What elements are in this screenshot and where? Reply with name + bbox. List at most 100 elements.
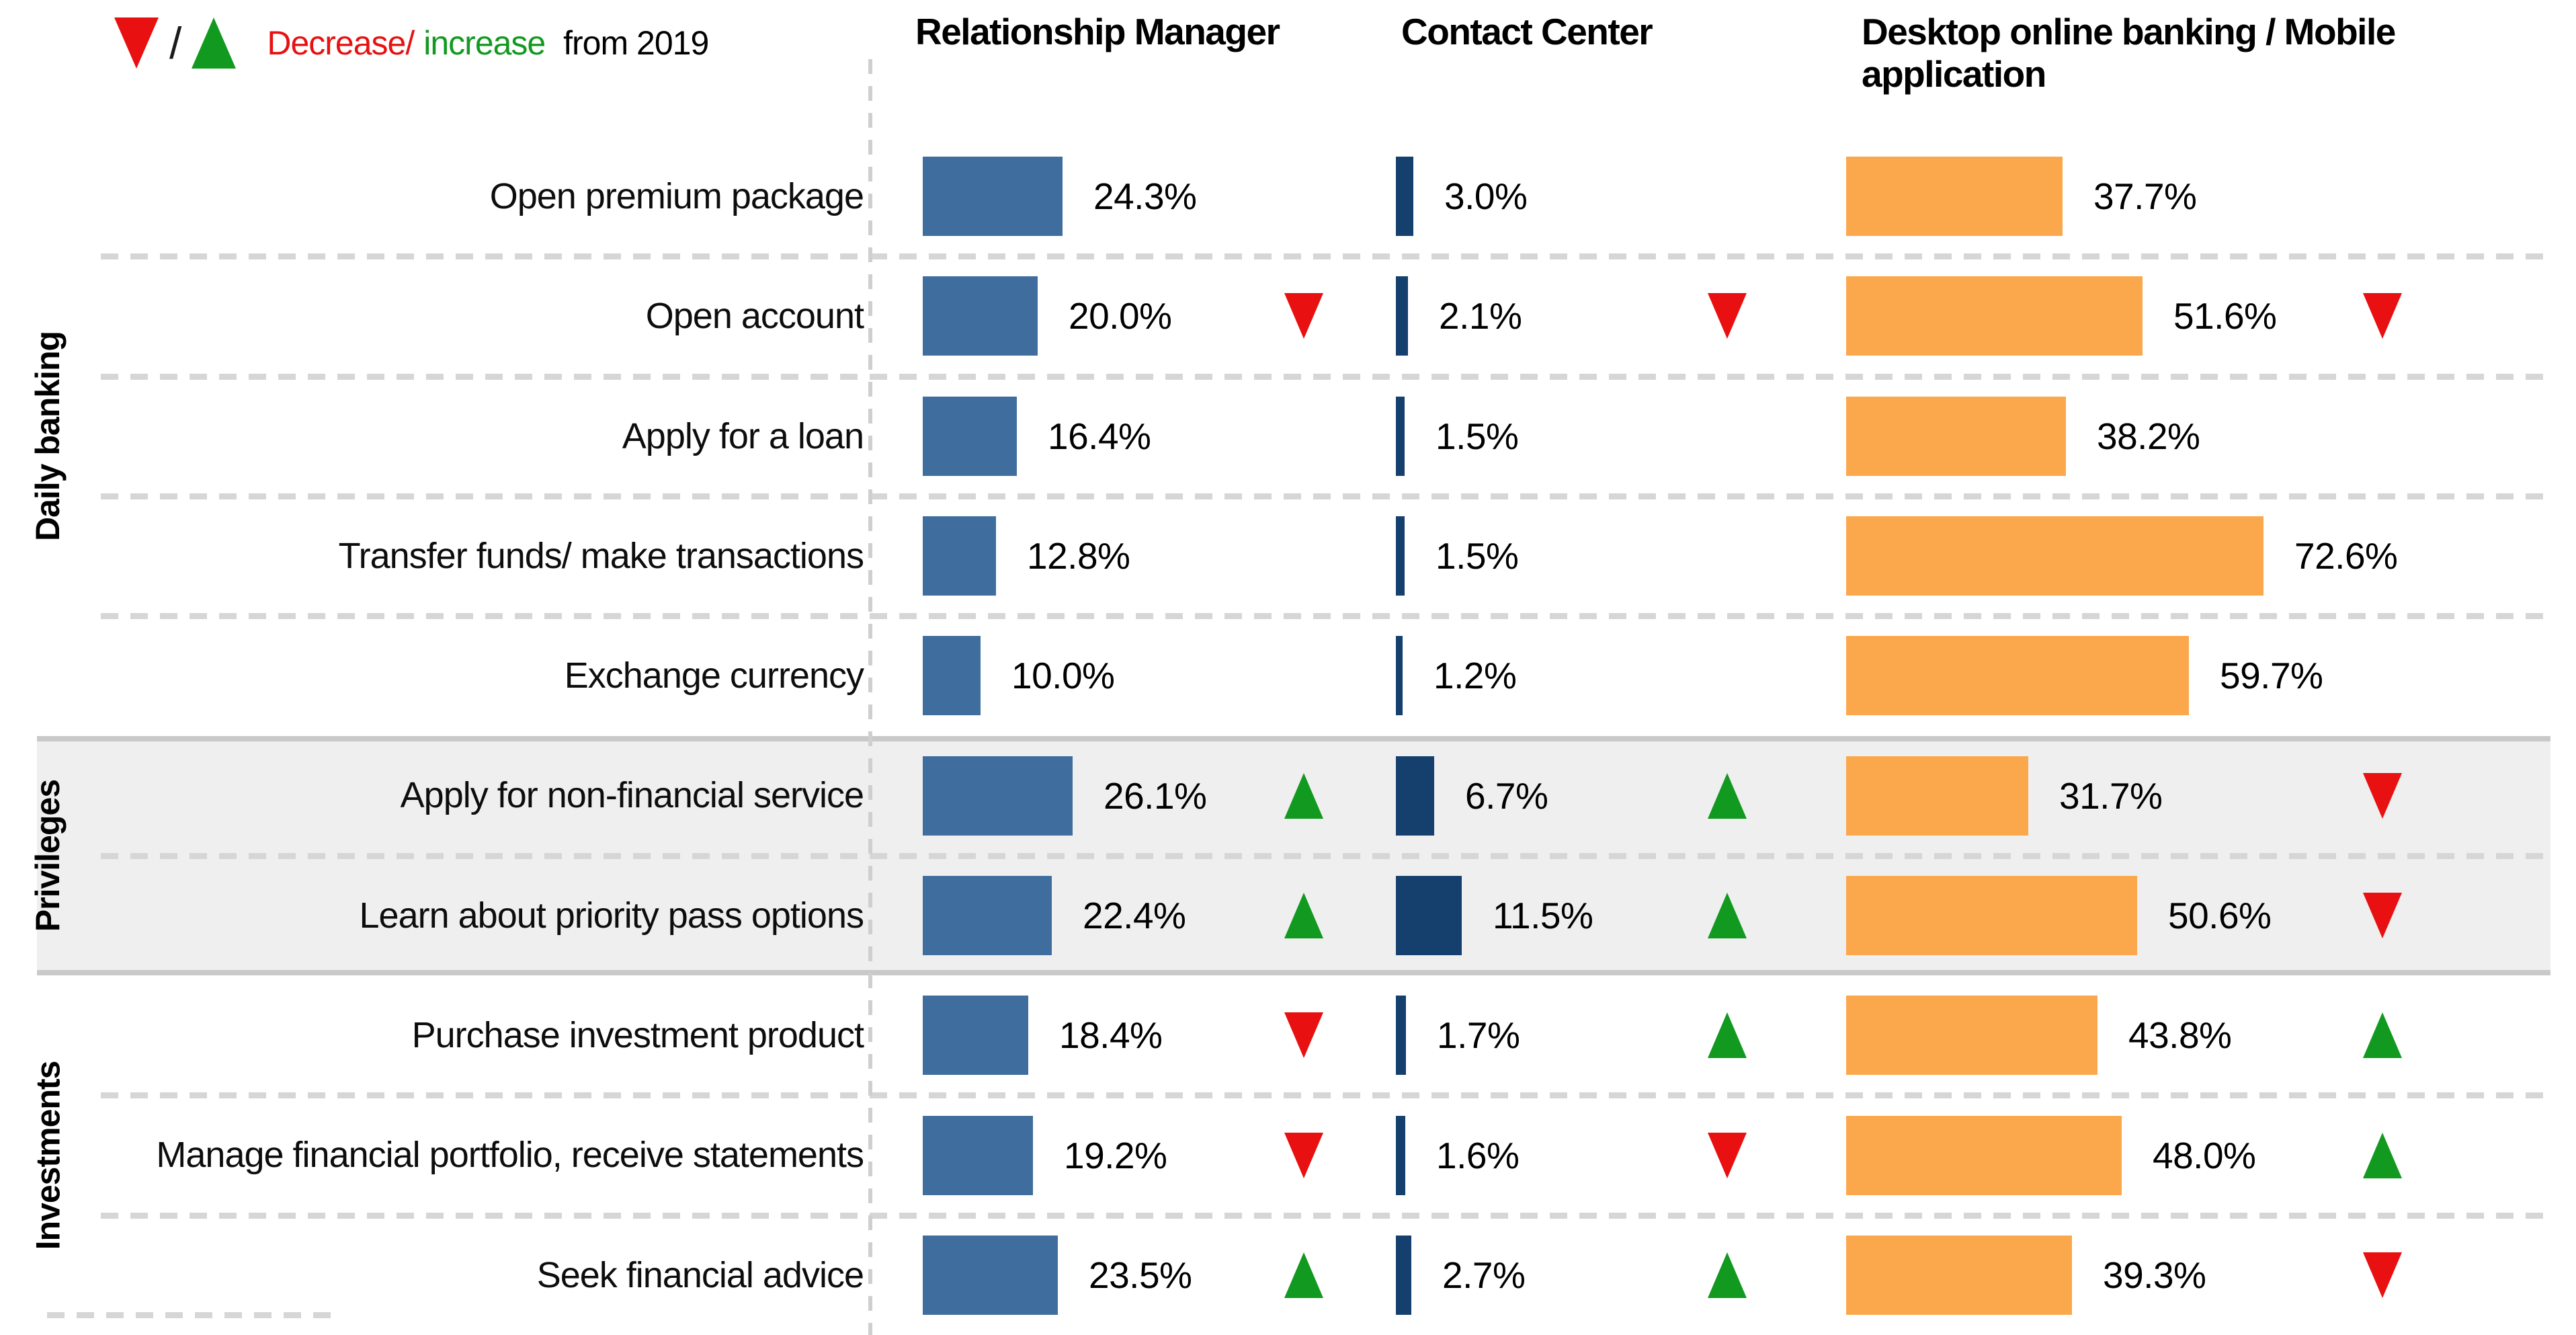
rm-value-label: 22.4% bbox=[1083, 894, 1186, 936]
row-label: Apply for non-financial service bbox=[400, 775, 864, 816]
group-label-text: Privileges bbox=[29, 779, 67, 932]
cc-value-label: 1.6% bbox=[1436, 1134, 1520, 1176]
row-separator bbox=[101, 373, 2550, 380]
cc-bar bbox=[1396, 875, 1462, 955]
desktop-bar bbox=[1846, 276, 2143, 356]
decrease-icon bbox=[2363, 1252, 2402, 1298]
column-header-contact-center: Contact Center bbox=[1401, 11, 1653, 52]
rm-bar bbox=[923, 756, 1073, 836]
cc-bar bbox=[1396, 157, 1413, 237]
cc-bar bbox=[1396, 1235, 1411, 1315]
row-label: Learn about priority pass options bbox=[359, 895, 864, 936]
increase-icon bbox=[1708, 1252, 1747, 1298]
cc-value-label: 1.5% bbox=[1436, 415, 1519, 457]
increase-triangle bbox=[2363, 1012, 2402, 1059]
cc-value-label: 1.7% bbox=[1437, 1014, 1520, 1057]
desktop-bar bbox=[1846, 516, 2263, 596]
rm-bar bbox=[923, 516, 996, 596]
row-separator bbox=[101, 1212, 2550, 1219]
cc-bar bbox=[1396, 636, 1403, 716]
increase-triangle bbox=[1284, 772, 1323, 819]
row-label: Exchange currency bbox=[564, 655, 864, 696]
decrease-icon bbox=[1708, 293, 1747, 339]
row-label: Apply for a loan bbox=[622, 415, 864, 456]
group-label-investments: Investments bbox=[4, 975, 91, 1335]
decrease-icon bbox=[1284, 1012, 1323, 1059]
decrease-icon bbox=[1284, 293, 1323, 339]
rm-value-label: 20.0% bbox=[1069, 295, 1172, 337]
cc-bar bbox=[1396, 516, 1405, 596]
cc-bar bbox=[1396, 996, 1406, 1076]
group-label-text: Investments bbox=[29, 1061, 67, 1250]
increase-triangle bbox=[1284, 892, 1323, 938]
decrease-icon bbox=[2363, 892, 2402, 938]
increase-icon bbox=[1708, 772, 1747, 819]
increase-triangle bbox=[1708, 892, 1747, 938]
rm-bar bbox=[923, 996, 1028, 1076]
desktop-value-label: 39.3% bbox=[2103, 1254, 2206, 1296]
desktop-value-label: 59.7% bbox=[2220, 655, 2323, 697]
legend-from-label: from 2019 bbox=[554, 24, 709, 62]
rm-value-label: 26.1% bbox=[1104, 774, 1207, 817]
increase-triangle bbox=[2363, 1132, 2402, 1178]
legend-decrease-label: Decrease/ bbox=[267, 24, 415, 62]
rm-bar bbox=[923, 875, 1052, 955]
increase-triangle bbox=[1284, 1252, 1323, 1298]
desktop-bar bbox=[1846, 157, 2063, 237]
cc-bar bbox=[1396, 396, 1405, 476]
row-separator bbox=[101, 253, 2550, 260]
decrease-triangle bbox=[2363, 892, 2402, 938]
rm-value-label: 24.3% bbox=[1093, 175, 1197, 218]
desktop-value-label: 38.2% bbox=[2097, 415, 2200, 457]
row-label: Open premium package bbox=[489, 175, 864, 216]
cc-value-label: 1.2% bbox=[1434, 655, 1517, 697]
rm-bar bbox=[923, 276, 1038, 356]
row-separator bbox=[101, 493, 2550, 499]
desktop-value-label: 51.6% bbox=[2173, 295, 2277, 337]
desktop-value-label: 50.6% bbox=[2168, 894, 2272, 936]
legend: / Decrease/increase from 2019 bbox=[114, 9, 709, 77]
desktop-bar bbox=[1846, 1235, 2072, 1315]
cc-value-label: 1.5% bbox=[1436, 535, 1519, 577]
row-label: Transfer funds/ make transactions bbox=[338, 535, 864, 576]
increase-icon bbox=[2363, 1132, 2402, 1178]
rm-value-label: 12.8% bbox=[1027, 535, 1130, 577]
cc-bar bbox=[1396, 756, 1434, 836]
desktop-bar bbox=[1846, 636, 2189, 716]
desktop-value-label: 37.7% bbox=[2093, 175, 2197, 218]
decrease-icon bbox=[114, 17, 159, 69]
row-separator bbox=[101, 613, 2550, 620]
column-header-desktop-mobile: Desktop online banking / Mobile applicat… bbox=[1862, 11, 2396, 95]
decrease-triangle bbox=[1708, 1132, 1747, 1178]
desktop-value-label: 43.8% bbox=[2128, 1014, 2232, 1057]
rm-bar bbox=[923, 636, 981, 716]
rm-value-label: 18.4% bbox=[1059, 1014, 1163, 1057]
cc-value-label: 2.1% bbox=[1439, 295, 1522, 337]
increase-icon bbox=[2363, 1012, 2402, 1059]
row-separator bbox=[101, 852, 2550, 859]
desktop-bar bbox=[1846, 875, 2137, 955]
rm-bar bbox=[923, 157, 1063, 237]
increase-icon bbox=[192, 17, 237, 69]
increase-triangle bbox=[1708, 772, 1747, 819]
cc-bar bbox=[1396, 1115, 1405, 1195]
decrease-triangle bbox=[2363, 1252, 2402, 1298]
axis-dashed-line bbox=[868, 59, 872, 1335]
bottom-partial-separator bbox=[47, 1312, 343, 1318]
increase-triangle bbox=[1708, 1252, 1747, 1298]
desktop-bar bbox=[1846, 756, 2028, 836]
increase-icon bbox=[1708, 1012, 1747, 1059]
desktop-value-label: 72.6% bbox=[2294, 535, 2398, 577]
cc-value-label: 11.5% bbox=[1493, 894, 1593, 936]
desktop-value-label: 31.7% bbox=[2059, 774, 2163, 817]
decrease-triangle bbox=[1284, 293, 1323, 339]
decrease-icon bbox=[2363, 293, 2402, 339]
desktop-bar bbox=[1846, 1115, 2122, 1195]
cc-value-label: 2.7% bbox=[1442, 1254, 1526, 1296]
rm-value-label: 19.2% bbox=[1064, 1134, 1167, 1176]
decrease-triangle bbox=[1284, 1132, 1323, 1178]
cc-value-label: 3.0% bbox=[1444, 175, 1528, 218]
rm-bar bbox=[923, 1235, 1058, 1315]
desktop-value-label: 48.0% bbox=[2153, 1134, 2256, 1176]
